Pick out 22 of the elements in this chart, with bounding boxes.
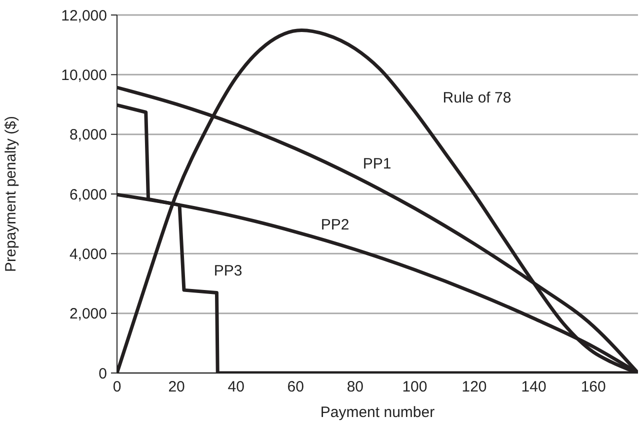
annotation: PP1 (362, 156, 392, 172)
annotation: PP3 (214, 262, 242, 280)
y-tick-label: 2,000 (69, 306, 107, 323)
annotation: Rule of 78 (442, 90, 512, 106)
x-tick-label: 140 (521, 378, 546, 396)
y-tick-label: 10,000 (61, 66, 107, 84)
y-tick-label: 6,000 (69, 186, 107, 204)
x-tick-label: 80 (346, 378, 364, 396)
y-tick-label: 12,000 (61, 7, 107, 24)
y-axis-title: Prepayment penalty ($) (2, 116, 20, 272)
y-tick-label: 8,000 (69, 126, 107, 144)
x-tick-label: 20 (168, 378, 185, 396)
x-tick-label: 0 (112, 378, 122, 396)
x-tick-label: 60 (287, 378, 304, 396)
y-tick-label: 4,000 (69, 246, 107, 263)
x-tick-label: 160 (580, 378, 606, 396)
x-tick-label: 40 (228, 378, 244, 396)
y-tick-label: 0 (98, 365, 107, 382)
annotation: PP2 (320, 216, 350, 234)
x-axis-title: Payment number (320, 404, 435, 421)
x-tick-label: 100 (402, 378, 428, 396)
x-tick-label: 120 (462, 378, 487, 396)
